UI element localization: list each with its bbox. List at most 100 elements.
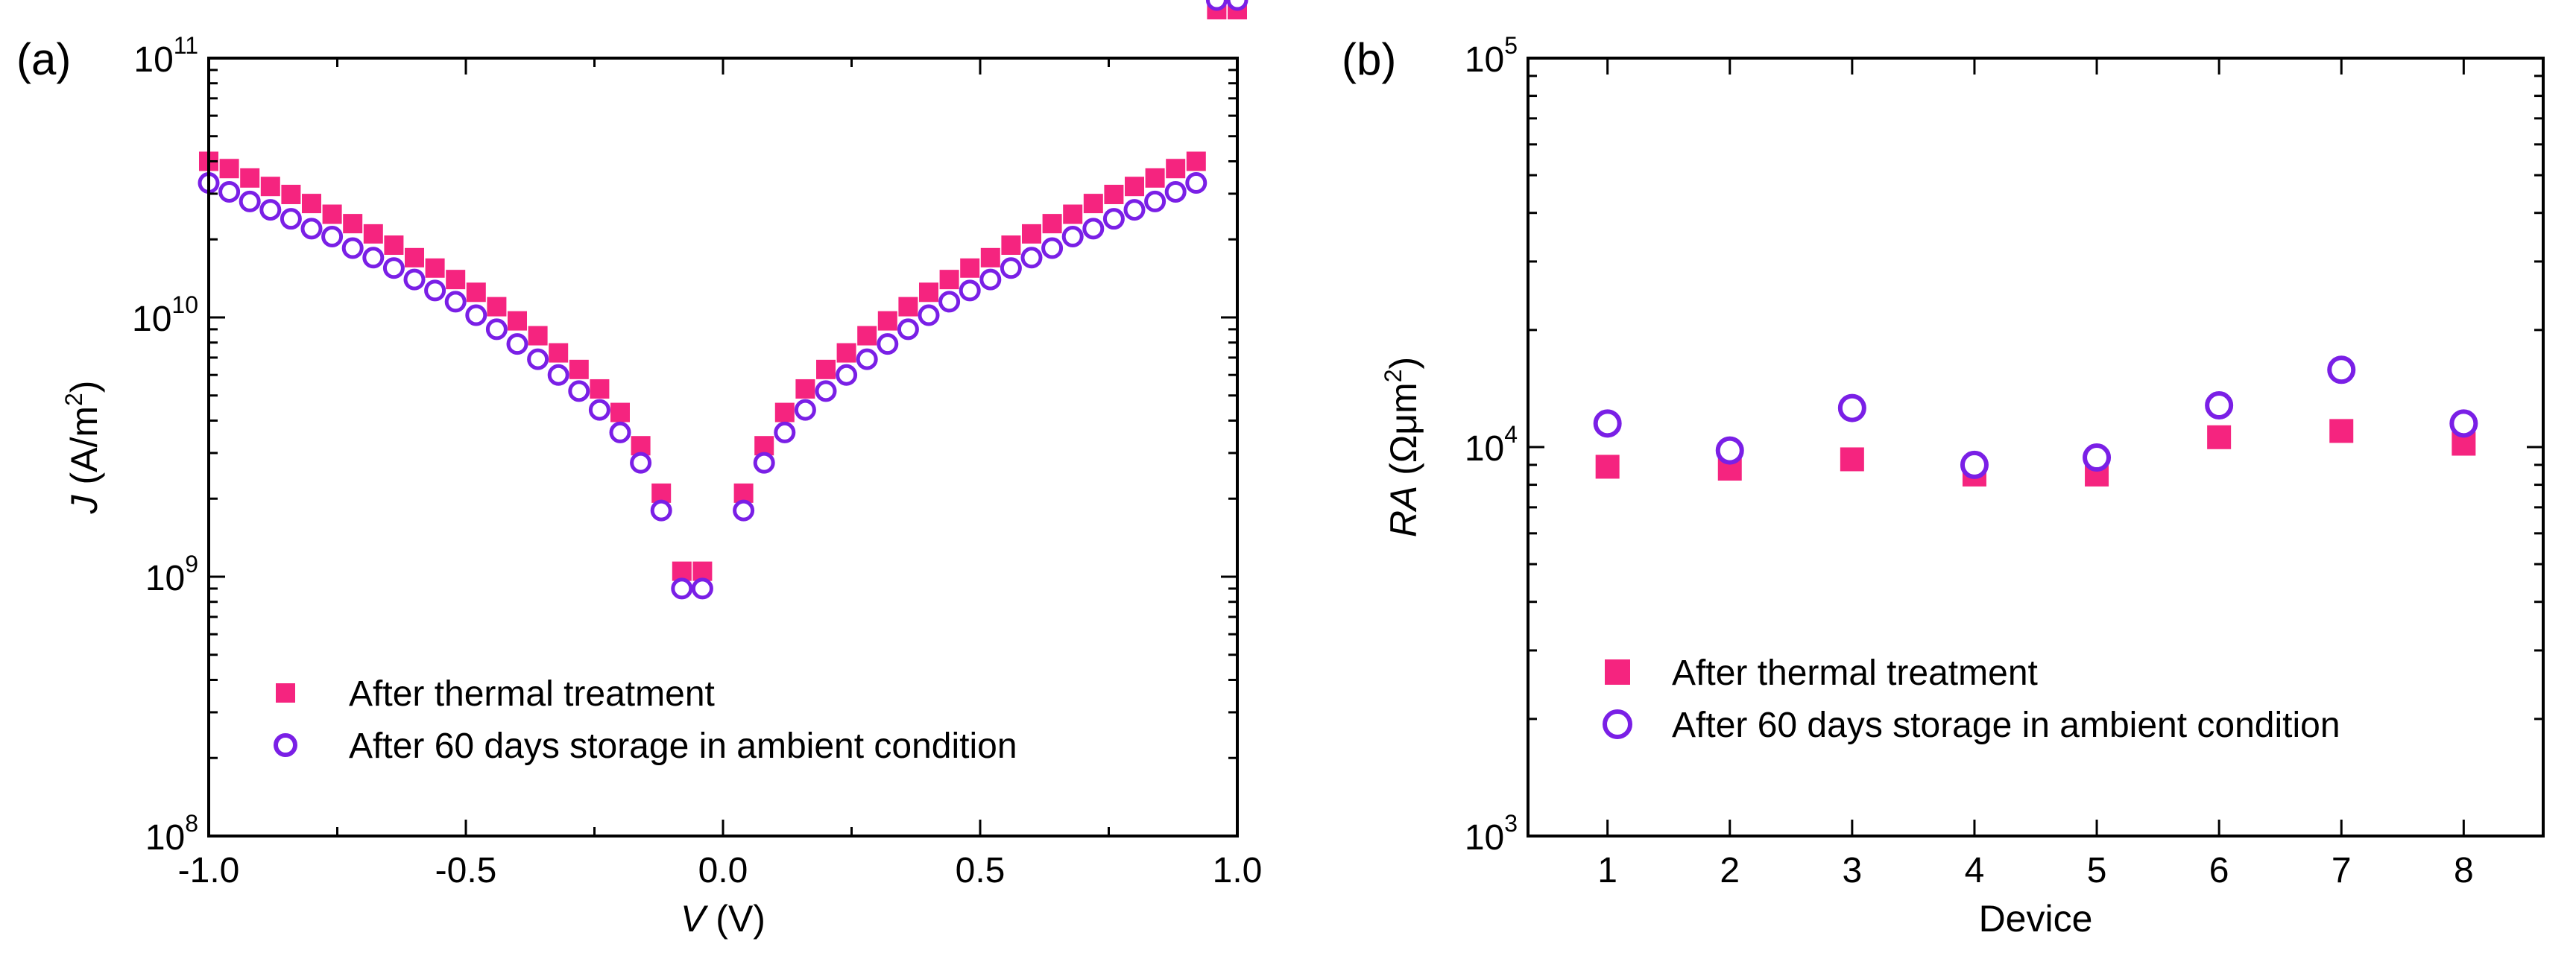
y-tick-label: 1011 xyxy=(133,32,198,80)
marker-thermal-treatment xyxy=(672,561,692,581)
marker-thermal-treatment xyxy=(343,214,363,234)
marker-thermal-treatment xyxy=(446,270,466,290)
x-tick-label: 6 xyxy=(2209,851,2229,890)
y-tick-label: 103 xyxy=(1465,810,1518,858)
marker-60-days-storage xyxy=(609,421,631,443)
marker-60-days-storage xyxy=(774,421,796,443)
y-label-symbol: J xyxy=(63,494,105,514)
panel-a-ticks xyxy=(207,57,1239,838)
marker-60-days-storage xyxy=(691,577,713,600)
marker-60-days-storage xyxy=(280,208,302,230)
marker-60-days-storage xyxy=(1020,247,1043,269)
legend-circle-marker xyxy=(1603,709,1632,739)
y-tick-exponent: 11 xyxy=(174,32,198,59)
marker-thermal-treatment xyxy=(549,343,569,363)
y-tick-label: 109 xyxy=(145,551,198,598)
marker-60-days-storage xyxy=(403,268,426,291)
marker-60-days-storage xyxy=(630,452,652,474)
marker-thermal-treatment xyxy=(1022,224,1041,244)
marker-60-days-storage xyxy=(2205,391,2234,420)
marker-thermal-treatment xyxy=(1125,177,1144,197)
marker-thermal-treatment xyxy=(508,311,527,331)
marker-60-days-storage xyxy=(568,380,590,402)
marker-60-days-storage xyxy=(959,279,981,302)
y-tick-exponent: 10 xyxy=(171,291,198,318)
marker-thermal-treatment xyxy=(1063,204,1083,224)
marker-60-days-storage xyxy=(1164,180,1187,203)
marker-60-days-storage xyxy=(321,226,344,248)
y-label-sup: 2 xyxy=(60,393,87,406)
legend-label-storage: After 60 days storage in ambient conditi… xyxy=(1672,706,2340,745)
marker-thermal-treatment xyxy=(281,184,301,204)
marker-60-days-storage xyxy=(1715,436,1744,465)
legend-label-thermal: After thermal treatment xyxy=(1672,653,2038,693)
x-tick-label: 0.0 xyxy=(698,851,748,890)
marker-60-days-storage xyxy=(1061,226,1084,248)
panel-b-markers xyxy=(1593,355,2478,487)
panel-a-x-axis-label: V (V) xyxy=(681,898,765,940)
x-tick-label: -0.5 xyxy=(435,851,497,890)
marker-60-days-storage xyxy=(1960,450,1989,479)
marker-thermal-treatment xyxy=(1840,447,1864,472)
y-tick-label: 105 xyxy=(1465,32,1518,80)
marker-60-days-storage xyxy=(815,380,837,402)
marker-thermal-treatment xyxy=(733,483,754,503)
y-label-unit: (Ωμm xyxy=(1383,382,1424,485)
marker-thermal-treatment xyxy=(1083,194,1103,214)
marker-60-days-storage xyxy=(506,333,528,355)
marker-thermal-treatment xyxy=(795,379,815,399)
x-tick-label: 2 xyxy=(1720,851,1740,890)
x-tick-label: 4 xyxy=(1965,851,1985,890)
y-label-symbol: RA xyxy=(1383,486,1424,537)
panel-b-label: (b) xyxy=(1342,34,1396,84)
marker-60-days-storage xyxy=(465,304,487,326)
y-tick-exponent: 5 xyxy=(1504,32,1518,59)
marker-thermal-treatment xyxy=(405,247,424,267)
marker-60-days-storage xyxy=(1000,257,1022,279)
marker-60-days-storage xyxy=(485,318,508,341)
marker-thermal-treatment xyxy=(590,379,610,399)
marker-thermal-treatment xyxy=(219,159,239,179)
marker-thermal-treatment xyxy=(1595,455,1620,479)
legend-circle-marker xyxy=(274,733,297,757)
marker-60-days-storage xyxy=(2327,355,2356,384)
y-tick-base: 10 xyxy=(145,818,185,858)
y-tick-base: 10 xyxy=(145,559,185,598)
marker-thermal-treatment xyxy=(816,359,836,379)
marker-60-days-storage xyxy=(918,304,940,326)
marker-60-days-storage xyxy=(856,348,878,370)
x-label-symbol: V xyxy=(681,898,709,940)
y-label-sup: 2 xyxy=(1380,370,1407,383)
y-tick-base: 10 xyxy=(1465,429,1504,469)
panel-b-x-axis-label: Device xyxy=(1979,898,2093,940)
marker-60-days-storage xyxy=(794,399,816,421)
marker-60-days-storage xyxy=(547,364,569,386)
y-label-close: ) xyxy=(1383,357,1424,370)
marker-thermal-treatment xyxy=(980,247,1000,267)
marker-thermal-treatment xyxy=(528,326,548,346)
marker-60-days-storage xyxy=(527,348,549,370)
y-tick-exponent: 4 xyxy=(1504,421,1518,448)
panel-b-legend: After thermal treatment After 60 days st… xyxy=(1603,653,2340,745)
marker-60-days-storage xyxy=(938,291,961,313)
marker-thermal-treatment xyxy=(1186,151,1206,171)
x-label-unit: (V) xyxy=(705,898,765,940)
marker-thermal-treatment xyxy=(1001,235,1021,255)
legend-square-marker xyxy=(1605,659,1630,685)
marker-60-days-storage xyxy=(1102,208,1125,230)
y-tick-base: 10 xyxy=(1465,818,1504,858)
marker-60-days-storage xyxy=(341,237,364,259)
marker-thermal-treatment xyxy=(487,297,507,317)
marker-60-days-storage xyxy=(218,180,241,203)
marker-thermal-treatment xyxy=(466,282,486,303)
marker-thermal-treatment xyxy=(322,204,342,224)
marker-60-days-storage xyxy=(1205,0,1228,11)
marker-thermal-treatment xyxy=(1042,214,1062,234)
marker-thermal-treatment xyxy=(877,311,897,331)
x-tick-label: 3 xyxy=(1843,851,1863,890)
marker-60-days-storage xyxy=(1226,0,1248,11)
marker-60-days-storage xyxy=(2083,443,2112,472)
